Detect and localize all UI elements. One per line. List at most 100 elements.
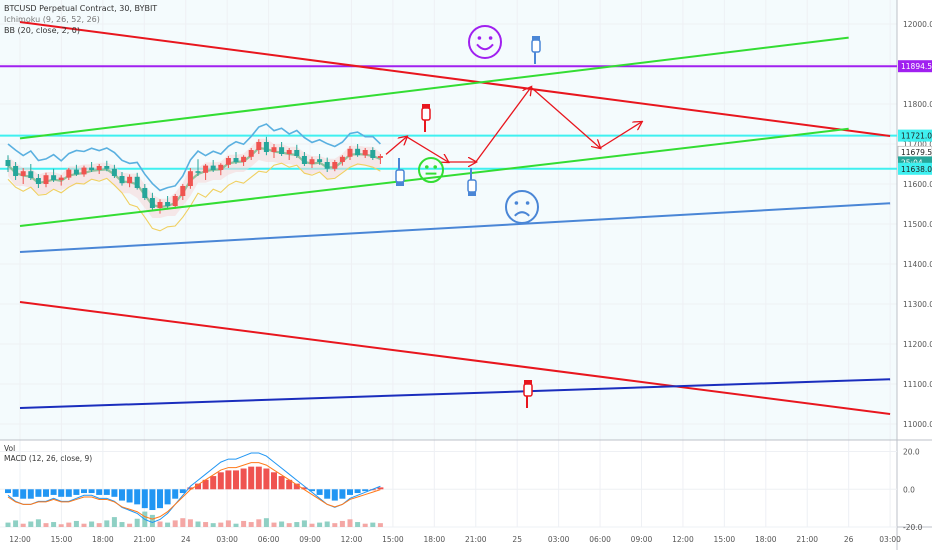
- x-tick-label: 09:00: [299, 535, 321, 544]
- x-tick-label: 21:00: [796, 535, 818, 544]
- volume-bar: [43, 523, 49, 527]
- y-tick-label: 11300.0: [903, 300, 932, 309]
- x-tick-label: 18:00: [755, 535, 777, 544]
- candle-body: [134, 176, 140, 188]
- x-tick-label: 06:00: [258, 535, 280, 544]
- candle-body: [210, 165, 216, 170]
- macd-histogram-bar: [35, 489, 42, 497]
- volume-bar: [324, 521, 330, 527]
- x-tick-label: 24: [181, 535, 191, 544]
- macd-label[interactable]: MACD (12, 26, close, 9): [4, 454, 93, 463]
- sad-face-icon: [505, 190, 539, 224]
- volume-bar: [225, 520, 231, 527]
- macd-histogram-bar: [157, 489, 163, 509]
- x-tick-label: 12:00: [672, 535, 694, 544]
- x-tick-label: 18:00: [424, 535, 446, 544]
- volume-bar: [119, 522, 125, 527]
- macd-histogram-bar: [20, 489, 27, 499]
- indicator-ichimoku[interactable]: Ichimoku (9, 26, 52, 26): [4, 15, 100, 24]
- x-tick-label: 03:00: [548, 535, 570, 544]
- volume-bar: [370, 522, 376, 527]
- projection-arrow: [530, 86, 600, 148]
- macd-histogram-bar: [119, 489, 125, 501]
- hand-palm: [467, 179, 477, 193]
- volume-bar: [127, 523, 133, 527]
- candle-body: [362, 150, 368, 156]
- candle-body: [225, 158, 231, 165]
- candle-body: [377, 156, 383, 158]
- x-tick-label: 15:00: [382, 535, 404, 544]
- trend-line: [19, 202, 891, 253]
- thumbs-up-icon: [467, 168, 477, 196]
- candle-body: [203, 165, 209, 173]
- macd-histogram-bar: [339, 489, 346, 499]
- trend-line: [19, 378, 891, 409]
- candle-body: [347, 148, 353, 157]
- face-eye: [425, 165, 429, 169]
- volume-bar: [13, 520, 19, 527]
- signal-line: [7, 462, 381, 520]
- volume-bar: [286, 523, 292, 527]
- volume-bar: [35, 519, 41, 527]
- volume-bar: [347, 519, 353, 527]
- price-label-tag: [898, 129, 932, 142]
- macd-histogram-bar: [210, 476, 217, 490]
- volume-label[interactable]: Vol: [4, 444, 16, 453]
- volume-bar: [195, 521, 201, 527]
- macd-histogram-bar: [65, 489, 72, 497]
- hand-cuff: [468, 192, 476, 196]
- candle-body: [35, 178, 41, 184]
- hand-cuff: [524, 380, 532, 384]
- projection-arrow: [599, 122, 641, 149]
- y-tick-label: 12000.0: [903, 20, 932, 29]
- volume-bar: [172, 520, 178, 527]
- candle-body: [111, 168, 117, 176]
- volume-bar: [187, 519, 193, 527]
- macd-histogram-bar: [172, 489, 179, 499]
- macd-histogram-bar: [309, 489, 315, 492]
- volume-bar: [28, 521, 34, 527]
- candle-body: [142, 188, 148, 198]
- macd-histogram-bar: [331, 489, 338, 501]
- price-label-text: 11721.0: [901, 132, 932, 141]
- macd-histogram-bar: [225, 470, 232, 490]
- macd-histogram-bar: [103, 489, 110, 495]
- volume-bar: [362, 523, 368, 527]
- face-eye: [525, 201, 530, 205]
- trend-line: [19, 21, 891, 137]
- candle-body: [309, 159, 315, 164]
- volume-bar: [332, 523, 338, 527]
- macd-histogram-bar: [81, 489, 87, 494]
- volume-bar: [180, 518, 186, 527]
- smiley-face-icon: [468, 25, 502, 59]
- x-tick-label: 18:00: [92, 535, 114, 544]
- volume-bar: [301, 520, 307, 527]
- x-tick-label: 03:00: [216, 535, 238, 544]
- volume-bar: [218, 522, 224, 527]
- candle-body: [180, 186, 186, 196]
- face-eye: [477, 36, 482, 40]
- candle-body: [256, 142, 262, 150]
- macd-histogram-bar: [134, 489, 141, 505]
- candle-body: [119, 176, 125, 184]
- macd-histogram-bar: [240, 468, 247, 490]
- macd-histogram-bar: [347, 489, 353, 495]
- candle-body: [127, 176, 133, 184]
- y-tick-label: 11500.0: [903, 220, 932, 229]
- volume-bar: [111, 517, 117, 527]
- candle-body: [233, 158, 239, 162]
- volume-bar: [256, 519, 262, 527]
- volume-bar: [157, 521, 163, 527]
- candle-body: [241, 156, 247, 162]
- macd-histogram-bar: [233, 470, 239, 490]
- volume-bar: [73, 520, 79, 527]
- volume-bar: [203, 522, 209, 527]
- volume-bar: [134, 518, 140, 527]
- volume-bar: [210, 523, 216, 527]
- hand-cuff: [422, 104, 430, 108]
- candle-body: [149, 198, 155, 208]
- indicator-bb[interactable]: BB (20, close, 2, 0): [4, 26, 80, 35]
- volume-bar: [66, 522, 72, 527]
- macd-histogram-bar: [217, 472, 224, 490]
